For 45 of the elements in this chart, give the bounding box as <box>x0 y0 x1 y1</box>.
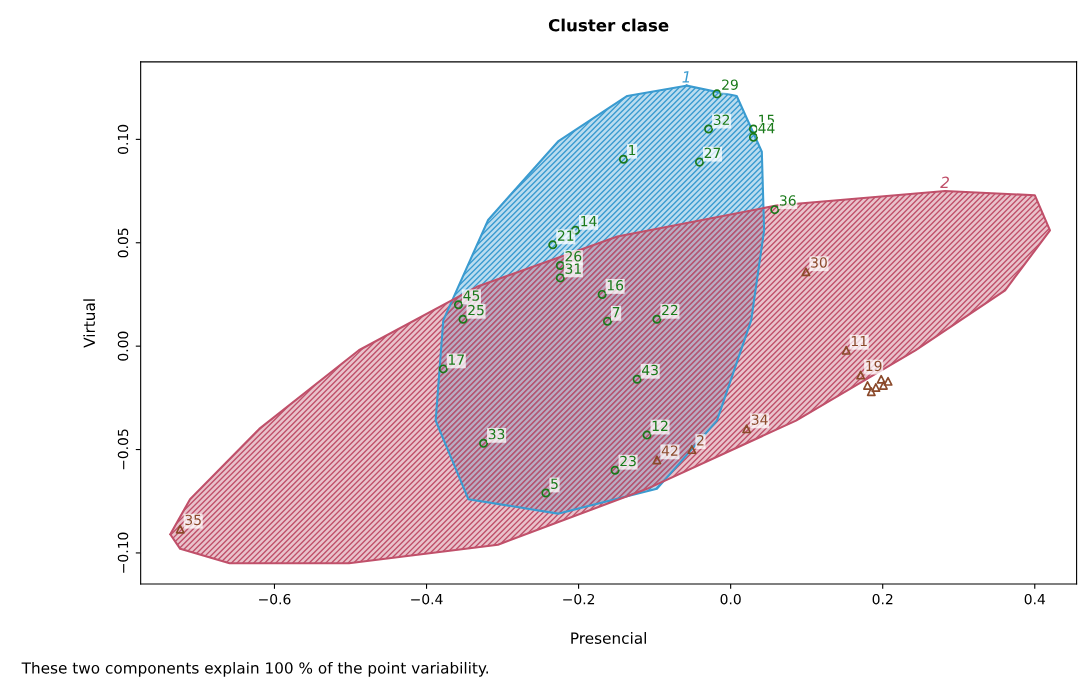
annotation: 14 <box>581 216 597 227</box>
y-tick-label: −0.05 <box>117 429 129 470</box>
annotation: 43 <box>641 364 658 376</box>
x-tick-label: −0.6 <box>259 593 291 605</box>
y-axis-title: Virtual <box>83 299 96 348</box>
x-axis-title: Presencial <box>571 632 646 644</box>
annotation: 23 <box>620 455 636 467</box>
annotation: 30 <box>811 257 827 268</box>
annotation: 44 <box>758 123 775 134</box>
annotation: 34 <box>751 414 768 425</box>
annotation: 27 <box>704 147 721 158</box>
annotation: 22 <box>662 304 678 316</box>
annotation: 31 <box>565 263 581 274</box>
annotation: 26 <box>565 251 582 262</box>
annotation: 45 <box>463 290 480 301</box>
annotation: 35 <box>185 514 201 526</box>
x-tick-label: 0.4 <box>1024 593 1046 605</box>
series-label: 1 <box>682 71 690 83</box>
y-tick-label: 0.10 <box>117 124 129 154</box>
y-tick-label: 0.05 <box>117 228 129 258</box>
x-tick-label: −0.4 <box>411 593 443 605</box>
chart-title: Cluster clase <box>548 18 669 32</box>
y-tick-label: 0.00 <box>117 331 129 361</box>
annotation: 12 <box>652 420 668 431</box>
annotation: 7 <box>612 307 620 318</box>
x-tick-label: 0.0 <box>720 593 741 605</box>
annotation: 11 <box>851 336 867 347</box>
annotation: 25 <box>468 304 484 316</box>
annotation: 36 <box>779 195 796 206</box>
annotation: 33 <box>488 428 505 440</box>
annotation: 17 <box>448 354 464 365</box>
x-tick-label: −0.2 <box>563 593 595 605</box>
annotation: 19 <box>866 360 882 372</box>
annotation: 29 <box>722 79 738 90</box>
annotation: 1 <box>629 144 636 156</box>
annotation: 42 <box>661 445 678 456</box>
annotation: 16 <box>607 279 624 291</box>
y-tick-label: −0.10 <box>117 532 129 573</box>
annotation: 32 <box>713 114 730 126</box>
x-tick-label: 0.2 <box>872 593 893 605</box>
annotation: 5 <box>551 478 558 489</box>
annotation: 21 <box>557 230 574 241</box>
series-label: 2 <box>940 176 949 188</box>
text: These two components explain 100 % of the point variability. <box>21 661 488 677</box>
annotation: 2 <box>697 435 704 446</box>
